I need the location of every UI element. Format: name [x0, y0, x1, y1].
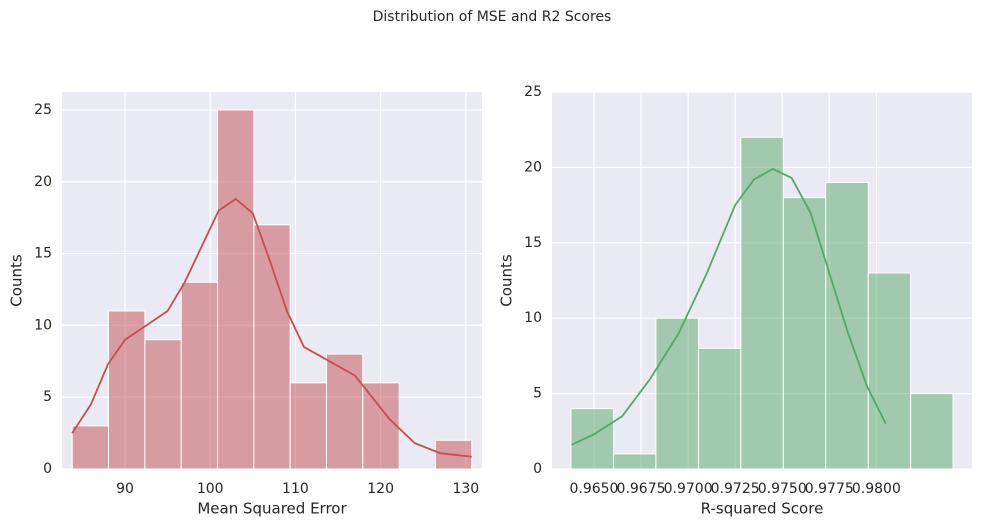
bar: [867, 272, 912, 470]
x-tick-label: 100: [197, 481, 224, 497]
y-tick-label: 0: [533, 461, 542, 477]
x-tick-label: 0.9675: [617, 481, 666, 497]
bar: [253, 224, 291, 470]
x-tick-label: 0.9700: [664, 481, 713, 497]
y-axis-label: Counts: [8, 254, 26, 307]
x-tick-label: 110: [282, 481, 309, 497]
bar: [613, 453, 657, 470]
y-tick-label: 25: [34, 102, 52, 118]
bar: [108, 310, 146, 470]
bar: [326, 353, 364, 470]
figure-title: Distribution of MSE and R2 Scores: [373, 9, 612, 25]
bar: [289, 382, 328, 470]
y-tick-label: 20: [34, 174, 52, 190]
y-axis-label: Counts: [498, 254, 516, 307]
y-tick-label: 25: [524, 84, 542, 100]
x-tick-label: 120: [367, 481, 394, 497]
x-tick-label: 0.9650: [569, 481, 618, 497]
axes: 0 5 10 15 20 25 90 100 110 120 130 Mean Squared Err…: [8, 92, 482, 518]
bar: [570, 408, 615, 470]
x-axis-label: R-squared Score: [701, 500, 824, 518]
bar: [217, 109, 255, 470]
x-tick-label: 0.9725: [711, 481, 760, 497]
bar: [180, 281, 219, 470]
x-tick-label: 0.9775: [805, 481, 854, 497]
x-tick-label: 90: [116, 481, 134, 497]
bar: [825, 181, 869, 470]
y-tick-label: 15: [524, 235, 542, 251]
bar: [910, 393, 954, 470]
y-tick-label: 10: [34, 317, 52, 333]
y-tick-label: 15: [34, 246, 52, 262]
y-tick-label: 5: [43, 389, 52, 405]
bar: [655, 317, 699, 470]
axes: 0 5 10 15 20 25 0.96500.96750.97000.97250.9750…: [498, 84, 972, 518]
y-tick-label: 5: [533, 386, 542, 402]
kde-line: [571, 167, 887, 446]
bar: [697, 347, 742, 470]
x-axis-label: Mean Squared Error: [197, 500, 347, 518]
kde-line: [71, 197, 472, 458]
bar: [71, 425, 110, 470]
bar: [144, 339, 182, 470]
y-tick-label: 10: [524, 310, 542, 326]
x-tick-label: 130: [452, 481, 479, 497]
x-tick-label: 0.9800: [852, 481, 901, 497]
x-tick-label: 0.9750: [758, 481, 807, 497]
y-tick-label: 20: [524, 159, 542, 175]
y-tick-label: 0: [43, 461, 52, 477]
bar: [362, 382, 400, 470]
bar: [740, 136, 784, 470]
